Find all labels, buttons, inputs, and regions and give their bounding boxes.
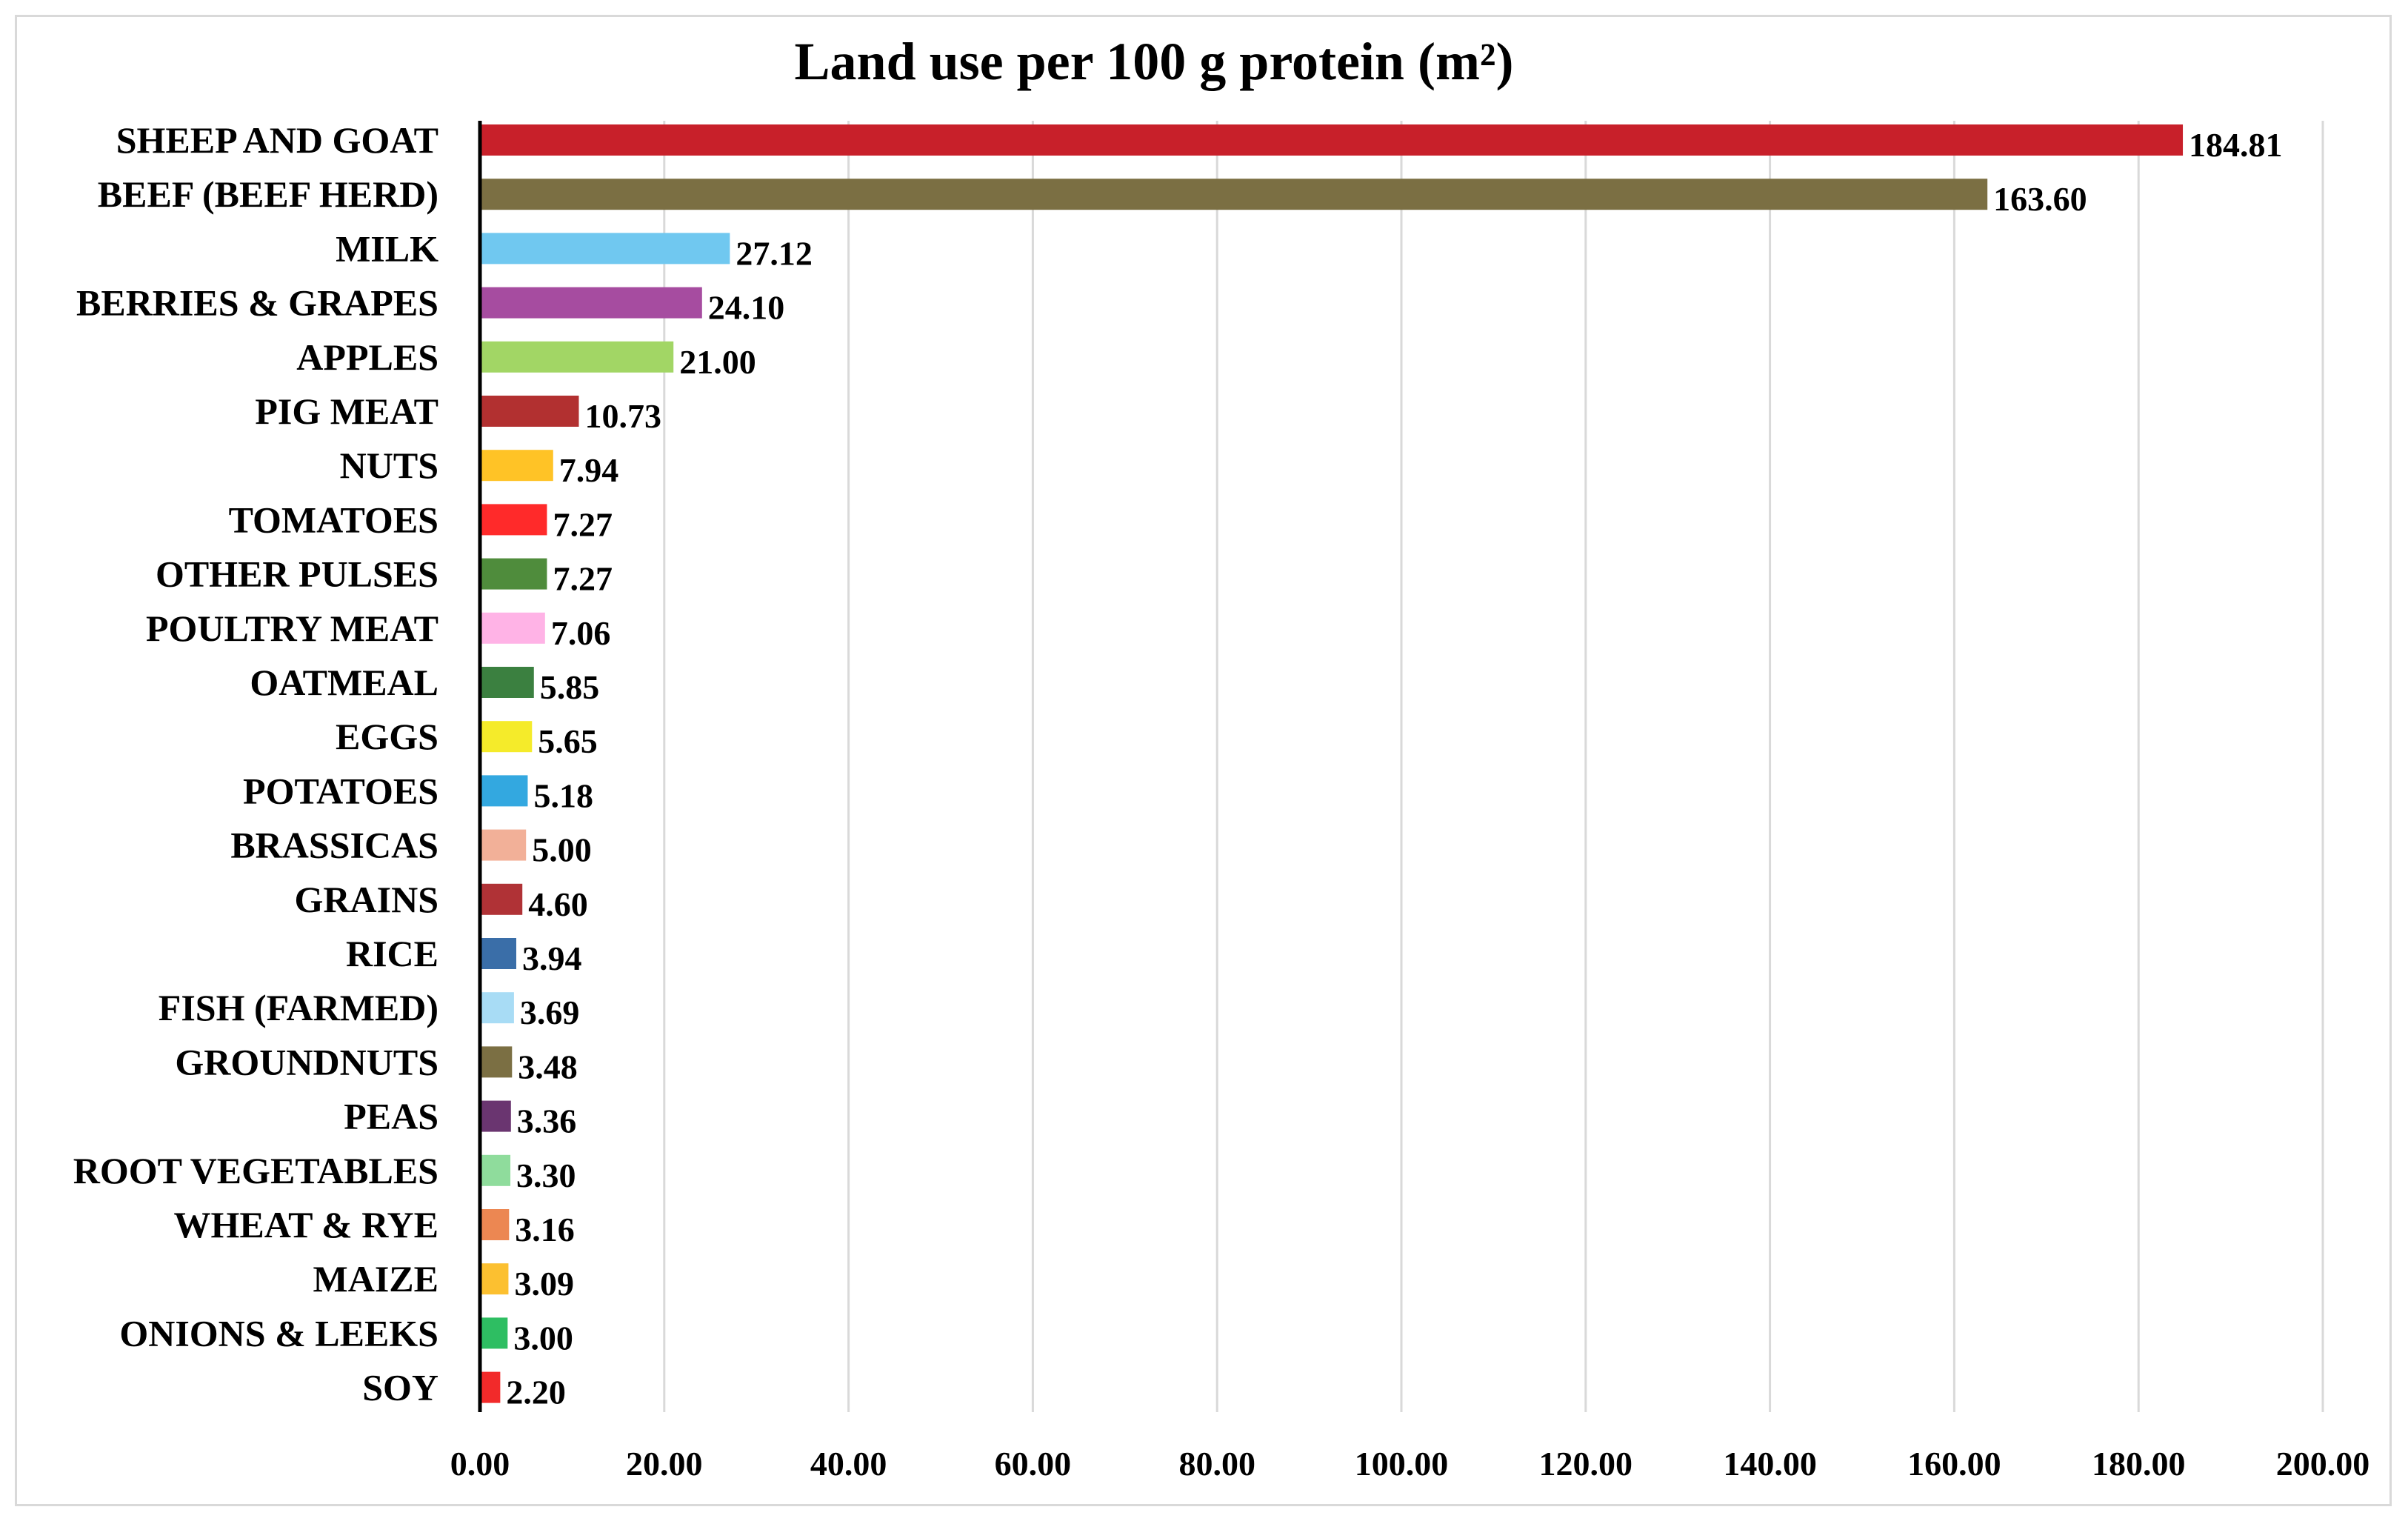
chart-title: Land use per 100 g protein (m²)	[795, 32, 1514, 91]
value-label: 24.10	[708, 289, 784, 327]
category-label: ONIONS & LEEKS	[119, 1312, 438, 1354]
x-tick-label: 200.00	[2276, 1445, 2370, 1483]
bar	[480, 1046, 513, 1078]
x-tick-label: 40.00	[810, 1445, 887, 1483]
category-labels: SHEEP AND GOAT BEEF (BEEF HERD) MILK BERRIE…	[73, 119, 438, 1408]
value-label: 3.09	[514, 1265, 574, 1302]
bar	[480, 721, 533, 753]
bar	[480, 396, 579, 427]
bars	[480, 124, 2184, 1403]
bar	[480, 1154, 511, 1186]
value-label: 5.18	[533, 776, 593, 814]
bar	[480, 883, 523, 915]
category-label: MAIZE	[313, 1258, 438, 1300]
category-label: BERRIES & GRAPES	[76, 282, 438, 324]
category-label: TOMATOES	[229, 499, 438, 540]
bar-chart: Land use per 100 g protein (m²) SHEEP AN…	[73, 32, 2370, 1483]
value-label: 4.60	[528, 885, 588, 923]
x-tick-label: 80.00	[1178, 1445, 1255, 1483]
bar	[480, 1209, 510, 1240]
bar	[480, 1100, 511, 1132]
bar	[480, 1317, 508, 1349]
bar	[480, 233, 730, 264]
value-label: 3.94	[522, 939, 582, 977]
bar	[480, 612, 545, 644]
category-label: EGGS	[336, 716, 438, 757]
value-label: 3.16	[515, 1211, 575, 1248]
x-axis-tick-labels: 0.00 20.00 40.00 60.00 80.00 100.00 120.00 140.…	[450, 1445, 2370, 1483]
value-label: 7.27	[553, 505, 613, 543]
category-label: PEAS	[344, 1096, 438, 1137]
value-label: 21.00	[679, 343, 756, 381]
value-label: 5.65	[538, 722, 598, 760]
bar	[480, 287, 702, 319]
bar	[480, 450, 553, 482]
category-label: PIG MEAT	[255, 390, 438, 432]
value-label: 3.30	[516, 1157, 576, 1194]
value-label: 5.00	[532, 831, 592, 869]
value-label: 3.69	[520, 994, 580, 1031]
bar	[480, 504, 547, 536]
category-label: WHEAT & RYE	[173, 1204, 438, 1245]
category-label: APPLES	[296, 336, 438, 378]
value-label: 184.81	[2189, 126, 2283, 164]
gridlines	[663, 121, 2324, 1412]
value-label: 3.36	[517, 1102, 577, 1140]
category-label: SHEEP AND GOAT	[116, 119, 438, 161]
bar	[480, 179, 1988, 210]
bar	[480, 124, 2184, 156]
value-label: 3.48	[518, 1048, 578, 1085]
value-labels: 184.81 163.60 27.12 24.10 21.00 10.73 7.94 7.27…	[506, 126, 2282, 1411]
category-label: NUTS	[340, 445, 438, 486]
category-label: BRASSICAS	[230, 825, 438, 866]
category-label: ROOT VEGETABLES	[73, 1150, 438, 1191]
category-label: GROUNDNUTS	[175, 1041, 438, 1082]
category-label: POULTRY MEAT	[146, 608, 438, 649]
category-label: OATMEAL	[250, 662, 438, 703]
x-tick-label: 160.00	[1907, 1445, 2001, 1483]
value-label: 2.20	[506, 1374, 566, 1411]
category-label: SOY	[362, 1367, 438, 1408]
category-label: RICE	[346, 933, 438, 974]
value-label: 27.12	[736, 234, 813, 272]
category-label: GRAINS	[295, 879, 438, 920]
chart-frame: Land use per 100 g protein (m²) SHEEP AN…	[15, 15, 2392, 1506]
category-label: BEEF (BEEF HERD)	[98, 173, 438, 215]
bar	[480, 1263, 509, 1295]
value-label: 10.73	[584, 397, 661, 435]
bar	[480, 1371, 501, 1403]
bar	[480, 558, 547, 590]
category-label: POTATOES	[243, 770, 438, 811]
x-tick-label: 0.00	[450, 1445, 510, 1483]
x-tick-label: 180.00	[2092, 1445, 2186, 1483]
bar	[480, 667, 534, 698]
value-label: 3.00	[513, 1319, 573, 1357]
bar	[480, 829, 527, 861]
category-label: FISH (FARMED)	[159, 987, 438, 1028]
bar	[480, 992, 514, 1024]
value-label: 5.85	[540, 668, 600, 706]
value-label: 163.60	[1993, 180, 2087, 218]
bar	[480, 938, 517, 969]
x-tick-label: 100.00	[1355, 1445, 1449, 1483]
x-tick-label: 120.00	[1539, 1445, 1633, 1483]
bar	[480, 341, 674, 373]
bar	[480, 775, 528, 807]
x-tick-label: 140.00	[1723, 1445, 1817, 1483]
category-label: OTHER PULSES	[156, 553, 438, 595]
value-label: 7.94	[559, 451, 619, 489]
x-tick-label: 20.00	[626, 1445, 703, 1483]
value-label: 7.27	[553, 560, 613, 598]
category-label: MILK	[336, 227, 438, 269]
value-label: 7.06	[551, 614, 611, 652]
x-tick-label: 60.00	[995, 1445, 1072, 1483]
